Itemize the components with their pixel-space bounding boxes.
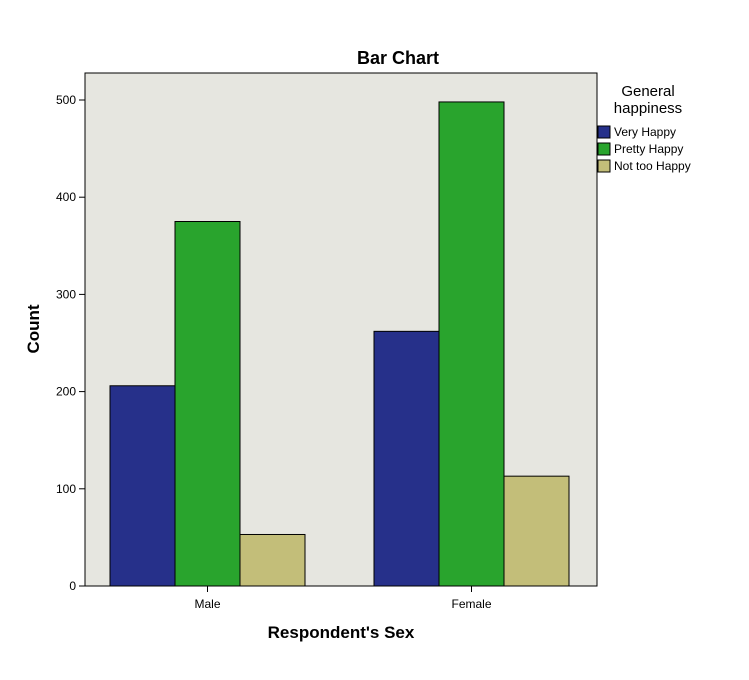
x-tick-label-male: Male — [194, 597, 220, 611]
y-tick-label: 300 — [56, 287, 76, 301]
bar-male-not-too-happy — [239, 533, 306, 587]
x-tick-label-female: Female — [451, 597, 491, 611]
y-axis-title: Count — [24, 304, 43, 353]
bar-male-pretty-happy — [174, 221, 241, 587]
legend-label-not-too-happy: Not too Happy — [614, 159, 691, 173]
bar-female-very-happy — [373, 330, 440, 587]
legend-swatch-very-happy — [597, 125, 611, 139]
y-tick-label: 0 — [69, 579, 76, 593]
chart-title: Bar Chart — [357, 48, 439, 68]
bar-male-very-happy — [109, 385, 176, 587]
legend-label-pretty-happy: Pretty Happy — [614, 142, 683, 156]
legend-title-line1: General — [621, 83, 674, 100]
bar-female-not-too-happy — [503, 475, 570, 587]
legend-swatch-not-too-happy — [597, 159, 611, 173]
bar-female-pretty-happy — [438, 101, 505, 587]
y-tick-label: 100 — [56, 482, 76, 496]
legend-swatch-pretty-happy — [597, 142, 611, 156]
y-tick-label: 200 — [56, 385, 76, 399]
legend: General happiness Very Happy Pretty Happy… — [597, 83, 691, 173]
legend-label-very-happy: Very Happy — [614, 125, 676, 139]
legend-title-line2: happiness — [614, 100, 682, 117]
x-axis-title: Respondent's Sex — [268, 623, 415, 642]
y-tick-label: 500 — [56, 93, 76, 107]
y-tick-label: 400 — [56, 190, 76, 204]
